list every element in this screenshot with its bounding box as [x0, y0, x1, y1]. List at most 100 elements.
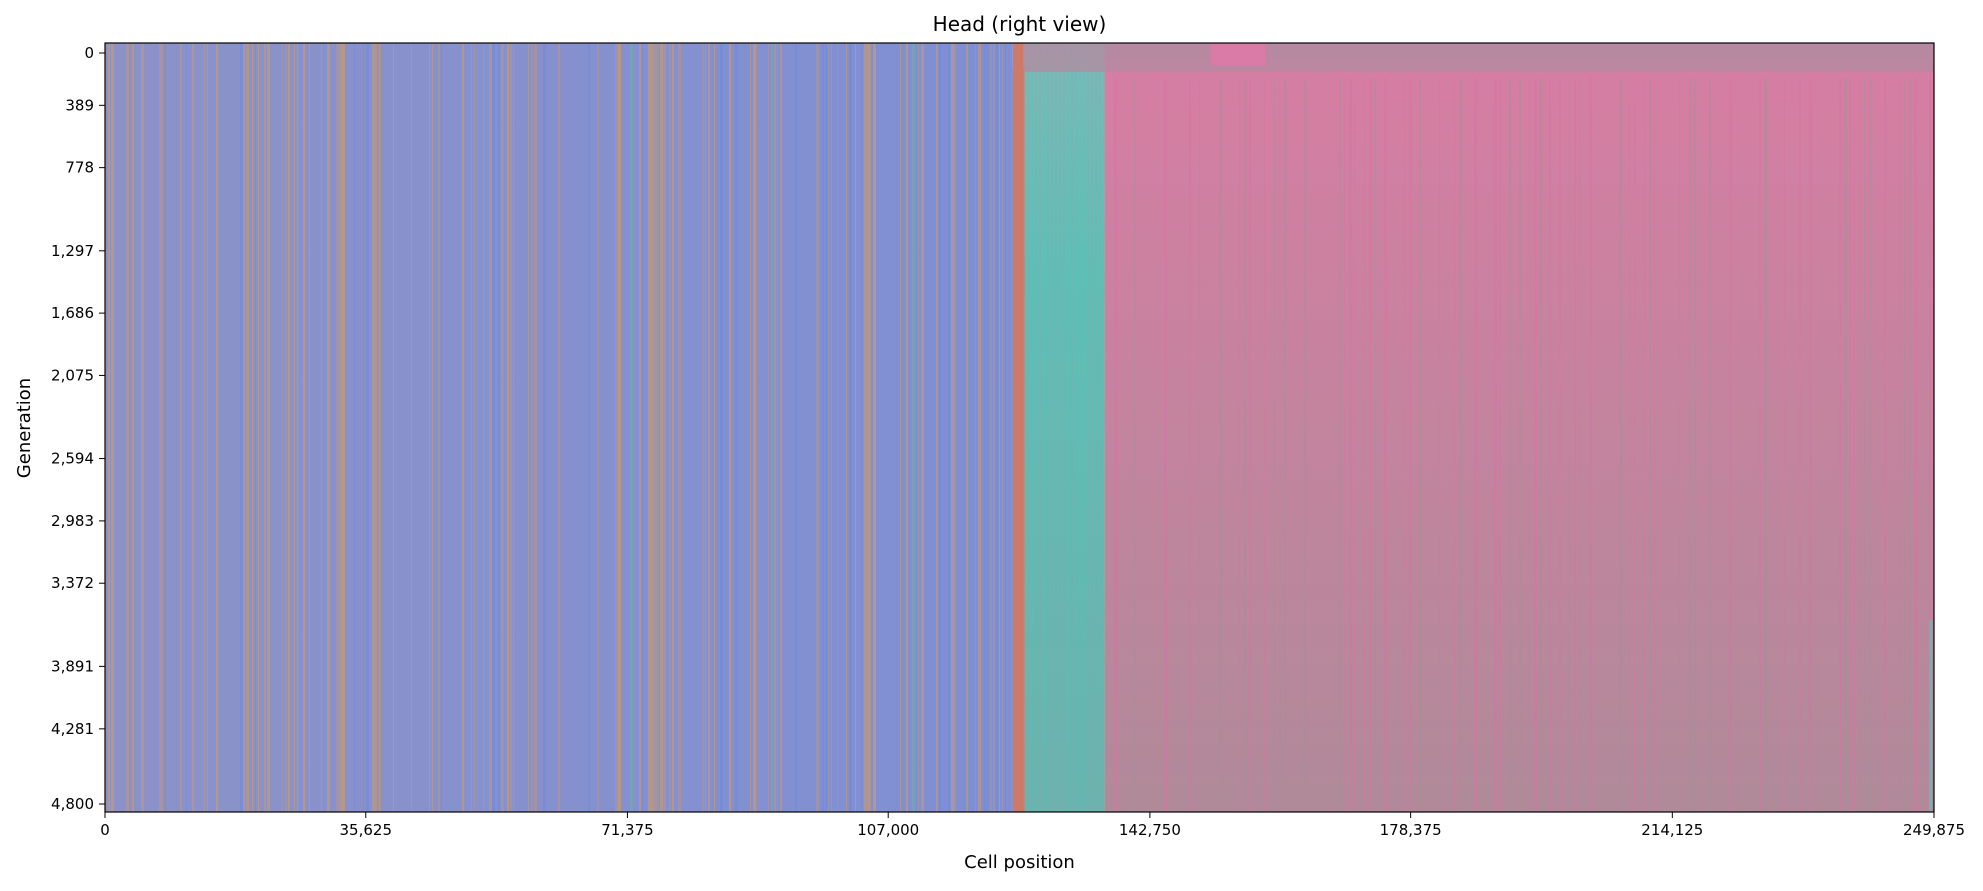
y-tick-label: 389: [65, 96, 94, 114]
heatmap-stripe: [831, 43, 832, 812]
heatmap-stripe: [1539, 78, 1543, 812]
heatmap-stripe: [1035, 43, 1037, 812]
x-tick-label: 249,875: [1903, 821, 1965, 839]
heatmap-stripe: [1083, 43, 1085, 812]
chart-title: Head (right view): [933, 12, 1107, 36]
y-tick-label: 1,686: [51, 304, 94, 322]
heatmap-stripe: [870, 43, 871, 812]
heatmap-stripe: [735, 43, 738, 812]
heatmap-stripe: [939, 43, 941, 812]
heatmap-stripe: [1047, 43, 1049, 812]
y-tick-label: 3,372: [51, 574, 94, 592]
heatmap-stripe: [1027, 43, 1029, 812]
heatmap-stripe: [285, 43, 287, 812]
heatmap-stripe: [336, 43, 339, 812]
heatmap-stripe: [282, 43, 283, 812]
heatmap-stripe: [216, 43, 218, 812]
heatmap-stripe: [954, 43, 956, 812]
heatmap-stripe: [111, 43, 114, 812]
heatmap-stripe: [303, 43, 305, 812]
heatmap-stripe: [1249, 78, 1252, 812]
heatmap-stripe: [1344, 78, 1346, 812]
heatmap-stripe: [1075, 43, 1077, 812]
heatmap-stripe: [489, 43, 492, 812]
heatmap-stripe: [411, 43, 412, 812]
heatmap-stripe: [393, 43, 394, 812]
heatmap-stripe: [777, 43, 778, 812]
heatmap-stripe: [753, 43, 756, 812]
heatmap-stripe: [846, 43, 847, 812]
heatmap-stripe: [597, 43, 599, 812]
heatmap-stripe: [771, 43, 773, 812]
heatmap-stripe: [243, 43, 245, 812]
heatmap-stripe: [1114, 78, 1118, 812]
heatmap-stripe: [729, 43, 731, 812]
heatmap-stripe: [1929, 619, 1933, 812]
heatmap-stripe: [918, 43, 919, 812]
heatmap-stripe: [1239, 78, 1241, 812]
heatmap-stripe: [1589, 78, 1593, 812]
heatmap-stripe: [618, 43, 621, 812]
heatmap-stripe: [1339, 78, 1342, 812]
heatmap-stripe: [1579, 78, 1581, 812]
heatmap-stripe: [906, 43, 908, 812]
heatmap-stripe: [1244, 78, 1247, 812]
heatmap-stripe: [462, 43, 464, 812]
heatmap-stripe: [996, 43, 998, 812]
heatmap-stripe: [1574, 78, 1577, 812]
heatmap-stripe: [1694, 78, 1697, 812]
heatmap-stripe: [1384, 78, 1388, 812]
heatmap-stripe: [1031, 43, 1033, 812]
heatmap-stripe: [1869, 78, 1872, 812]
y-tick-label: 4,800: [51, 795, 94, 813]
x-tick-label: 35,625: [340, 821, 393, 839]
heatmap-stripe: [936, 43, 938, 812]
heatmap-stripe: [756, 43, 757, 812]
heatmap-stripe: [900, 43, 901, 812]
heatmap-stripe: [1459, 78, 1463, 812]
heatmap-stripe: [1063, 43, 1065, 812]
heatmap-stripe: [1899, 78, 1901, 812]
heatmap-stripe: [849, 43, 852, 812]
heatmap-stripe: [162, 43, 163, 812]
heatmap-stripe: [267, 43, 270, 812]
heatmap-stripe: [1909, 78, 1912, 812]
heatmap-stripe: [1219, 78, 1223, 812]
heatmap-stripe: [1099, 43, 1101, 812]
heatmap-stripe: [825, 43, 827, 812]
heatmap-stripe: [1043, 43, 1045, 812]
heatmap-region: [1023, 43, 1105, 812]
heatmap-stripe: [1210, 43, 1266, 66]
x-tick-label: 107,000: [857, 821, 919, 839]
heatmap-stripe: [288, 43, 290, 812]
heatmap-stripe: [204, 43, 205, 812]
heatmap-stripe: [297, 43, 298, 812]
heatmap-stripe: [1569, 78, 1571, 812]
heatmap-stripe: [1404, 78, 1406, 812]
plot-area: [105, 43, 1934, 812]
heatmap-stripe: [1499, 78, 1502, 812]
heatmap-stripe: [1914, 78, 1918, 812]
heatmap-stripe: [714, 43, 715, 812]
heatmap-stripe: [1929, 78, 1932, 812]
heatmap-stripe: [1279, 78, 1281, 812]
heatmap-stripe: [192, 43, 194, 812]
heatmap-stripe: [438, 43, 440, 812]
heatmap-stripe: [1369, 78, 1373, 812]
heatmap-stripe: [1534, 78, 1538, 812]
heatmap-stripe: [165, 43, 166, 812]
heatmap-stripe: [1454, 78, 1456, 812]
heatmap-stripe: [309, 43, 310, 812]
heatmap-stripe: [441, 43, 442, 812]
heatmap-stripe: [1067, 43, 1069, 812]
heatmap-stripe: [126, 43, 129, 812]
heatmap-stripe: [987, 43, 988, 812]
heatmap-stripe: [339, 43, 342, 812]
heatmap-stripe: [474, 43, 475, 812]
heatmap-stripe: [1051, 43, 1053, 812]
heatmap-stripe: [321, 43, 322, 812]
heatmap-stripe: [1679, 78, 1681, 812]
heatmap-region: [1104, 43, 1934, 812]
